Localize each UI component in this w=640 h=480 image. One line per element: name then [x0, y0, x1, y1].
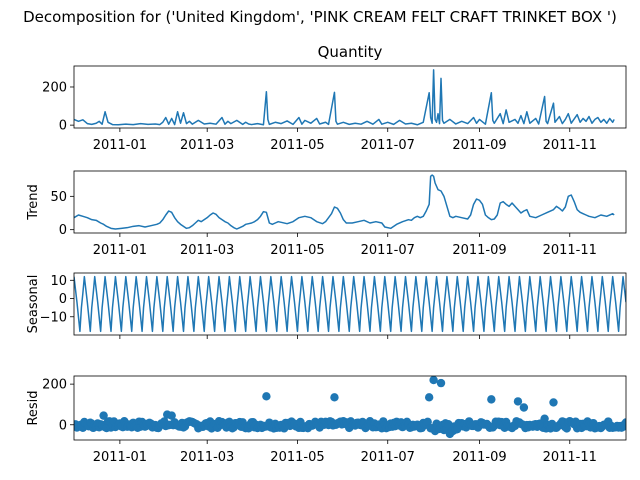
resid-point [330, 393, 339, 402]
resid-point [513, 397, 523, 406]
seasonal-line [74, 275, 626, 333]
plot-area-observed [74, 69, 615, 126]
xtick-label: 2011-03 [180, 138, 234, 153]
xtick-label: 2011-03 [180, 243, 234, 258]
xtick-label: 2011-01 [93, 138, 147, 153]
xtick-label: 2011-07 [361, 138, 415, 153]
resid-point [429, 376, 438, 385]
ytick-label: 200 [42, 378, 67, 393]
resid-point [436, 378, 446, 388]
plot-area-resid [74, 376, 626, 439]
xtick-label: 2011-09 [452, 243, 506, 258]
panel-resid: 0 200 2011-01 2011-03 2011-05 2011-07 2011-09 2… [26, 375, 627, 465]
ytick-label: 10 [50, 274, 67, 289]
chart-suptitle: Decomposition for ('United Kingdom', 'PI… [23, 8, 617, 26]
trend-line [74, 174, 615, 230]
plot-area-seasonal [74, 275, 626, 333]
resid-point [549, 398, 558, 407]
xtick-label: 2011-11 [543, 138, 597, 153]
xtick-label: 2011-11 [543, 450, 597, 465]
ytick-label: −10 [40, 310, 67, 325]
resid-point [487, 395, 496, 404]
plot-area-trend [74, 174, 615, 230]
ytick-label: 50 [50, 190, 67, 205]
resid-point [621, 418, 626, 427]
xtick-label: 2011-07 [361, 243, 415, 258]
panel-title-quantity: Quantity [318, 43, 383, 61]
axes-frame [73, 65, 627, 129]
resid-point [423, 417, 432, 427]
ylabel-trend: Trend [26, 184, 41, 221]
ytick-label: 0 [59, 292, 67, 307]
xtick-label: 2011-07 [361, 450, 415, 465]
ylabel-seasonal: Seasonal [26, 275, 41, 334]
observed-line [74, 69, 615, 126]
xtick-label: 2011-03 [180, 450, 234, 465]
axes-frame [73, 170, 627, 234]
ytick-label: 0 [59, 119, 67, 134]
ytick-label: 0 [59, 223, 67, 238]
axes-frame [73, 272, 627, 336]
xtick-label: 2011-11 [543, 243, 597, 258]
xtick-label: 2011-05 [270, 243, 324, 258]
ytick-label: 0 [59, 418, 67, 433]
resid-point [167, 411, 176, 420]
panel-trend: 0 50 2011-01 2011-03 2011-05 2011-07 2011-09 20… [26, 170, 627, 258]
xtick-label: 2011-09 [452, 138, 506, 153]
resid-point [424, 393, 434, 402]
xtick-label: 2011-05 [270, 138, 324, 153]
axes-frame [73, 375, 627, 441]
ylabel-resid: Resid [26, 390, 41, 425]
xtick-label: 2011-05 [270, 450, 324, 465]
xtick-label: 2011-01 [93, 450, 147, 465]
xtick-label: 2011-01 [93, 243, 147, 258]
panel-observed: 0 200 2011-01 2011-03 2011-05 2011-07 2011-09 2… [42, 65, 627, 153]
resid-point [519, 403, 529, 412]
xtick-label: 2011-09 [452, 450, 506, 465]
resid-point [99, 411, 108, 420]
resid-point [262, 392, 271, 401]
ytick-label: 200 [42, 80, 67, 95]
